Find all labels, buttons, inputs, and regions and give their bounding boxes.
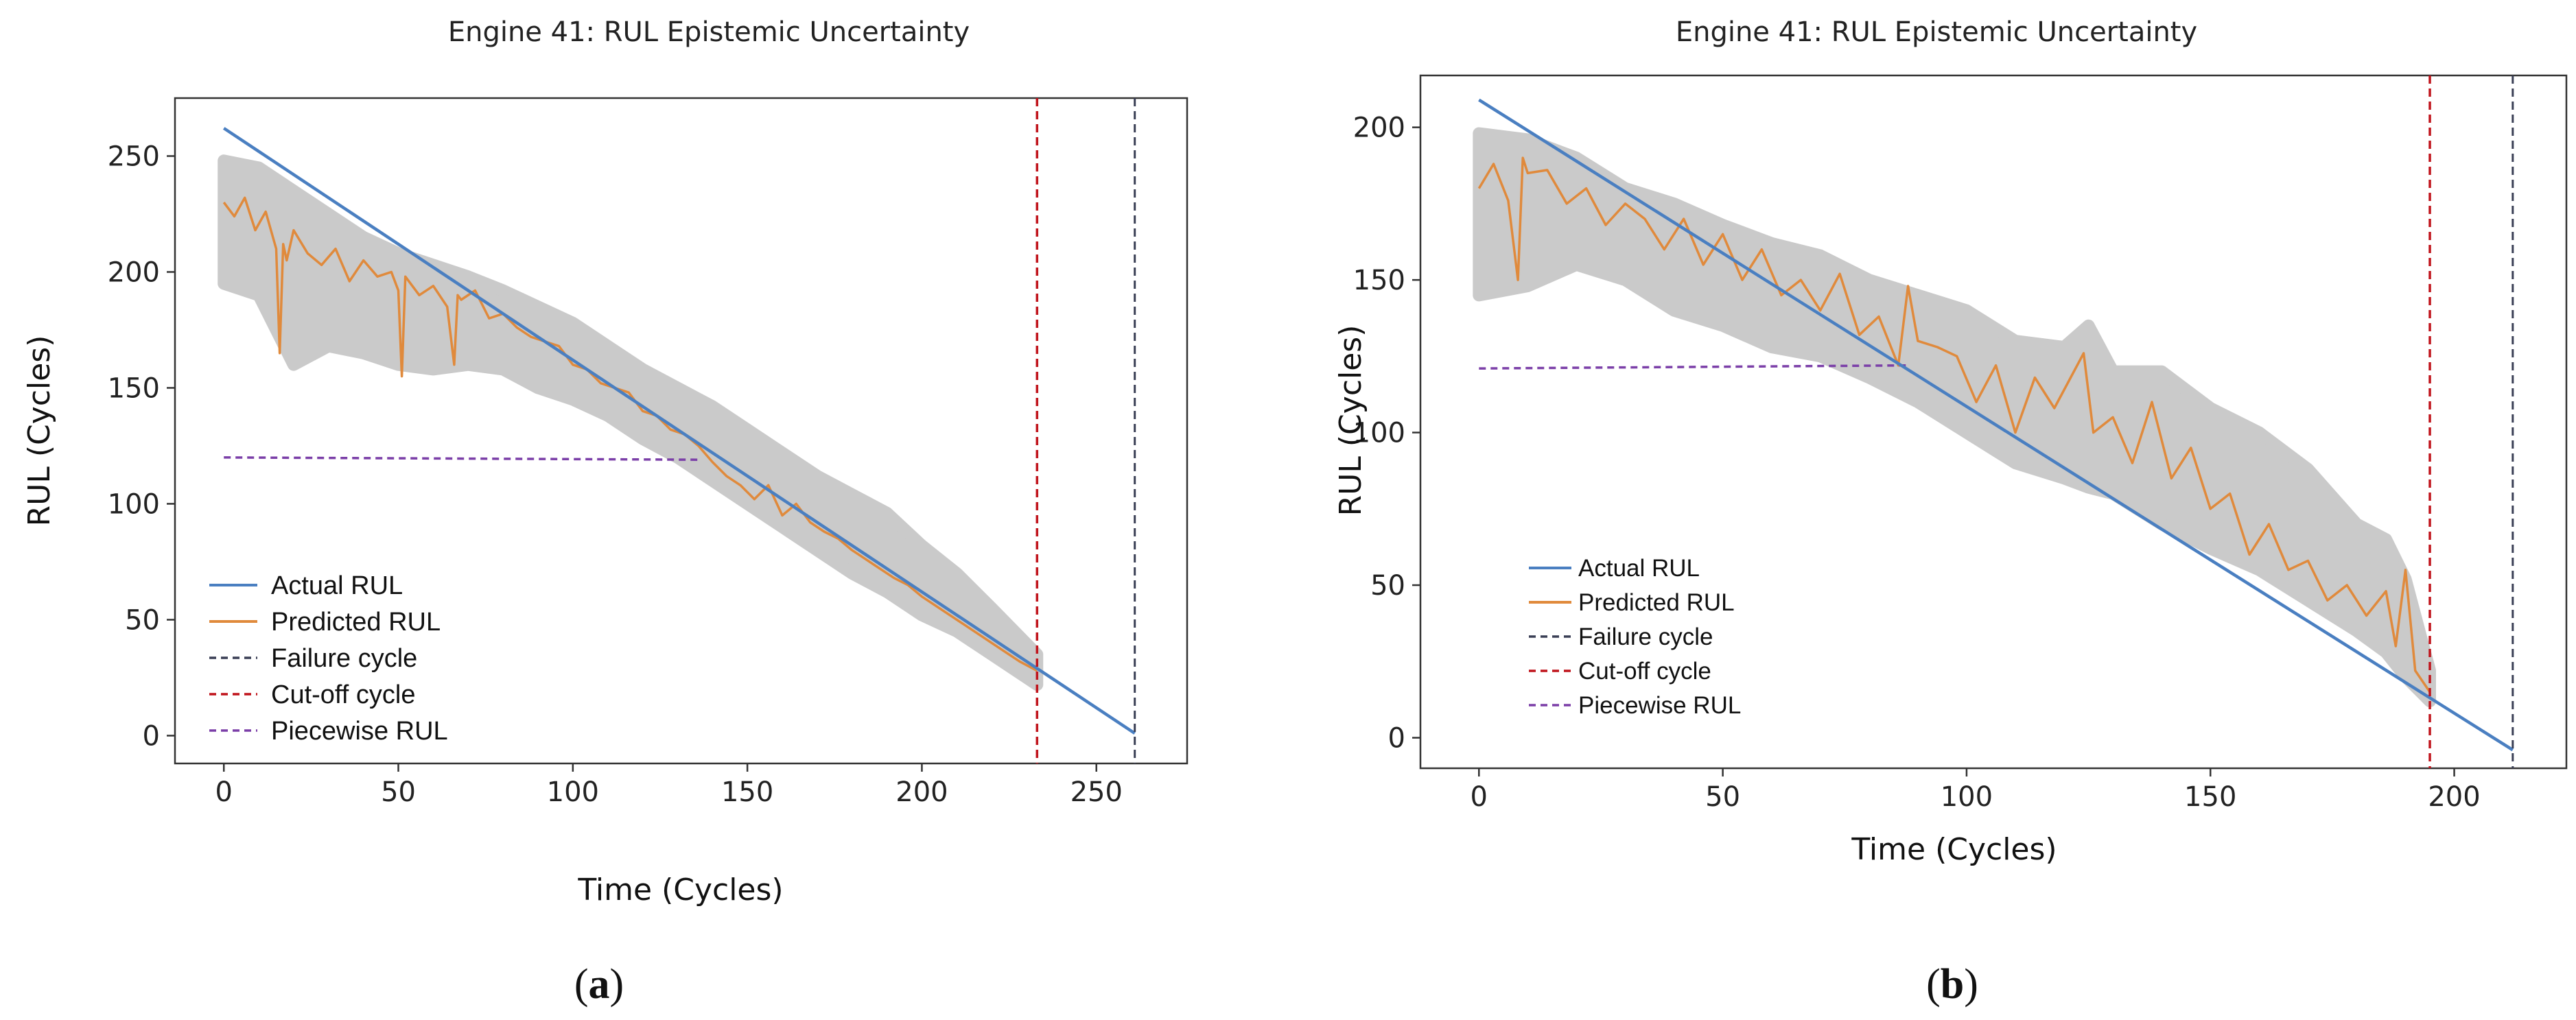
x-tick-label: 100 [547,776,599,808]
x-tick-label: 50 [381,776,416,808]
legend-label: Piecewise RUL [1578,692,1741,719]
x-tick-label: 200 [895,776,948,808]
actual-rul-line [1478,98,2514,752]
plot-frame [1419,74,2568,770]
legend-label: Predicted RUL [1578,589,1735,616]
y-tick-label: 200 [108,257,160,288]
piecewise-rul-line [224,456,703,461]
legend: Actual RUL Predicted RUL Failure cycle C… [1529,555,1741,719]
x-tick-label: 100 [1941,781,1993,813]
y-axis-label: RUL (Cycles) [1333,325,1368,517]
panel-caption: (b) [1926,961,1978,1008]
x-tick-label: 0 [1471,781,1488,813]
chart-title: Engine 41: RUL Epistemic Uncertainty [1676,16,2197,48]
legend-label: Actual RUL [1578,555,1700,582]
chart-panel-b: Engine 41: RUL Epistemic Uncertainty 0 50… [1333,16,2568,1008]
panel-caption: (a) [574,961,624,1008]
x-tick-label: 150 [2184,781,2236,813]
legend-label: Failure cycle [1578,624,1713,650]
caption-letter: a [589,961,610,1008]
piecewise-rul-line [1479,364,1908,370]
legend-label: Cut-off cycle [271,680,415,709]
y-tick-label: 50 [1370,570,1405,602]
predicted-rul-line [1477,156,2431,693]
caption-letter: b [1941,961,1964,1008]
y-tick-label: 100 [108,488,160,520]
legend: Actual RUL Predicted RUL Failure cycle C… [209,571,448,746]
predicted-rul-line [222,196,1038,672]
x-axis-label: Time (Cycles) [1851,832,2057,867]
plot-area: 0 50 100 150 200 0 50 100 150 200 [1353,75,2514,813]
legend-label: Cut-off cycle [1578,658,1711,685]
x-tick-label: 50 [1705,781,1740,813]
y-tick-label: 50 [125,604,160,636]
x-tick-label: 0 [215,776,232,808]
legend-label: Failure cycle [271,644,417,673]
legend-label: Actual RUL [271,571,403,600]
x-tick-label: 250 [1070,776,1123,808]
chart-title: Engine 41: RUL Epistemic Uncertainty [448,16,970,48]
x-axis-label: Time (Cycles) [577,873,783,908]
y-tick-label: 0 [143,720,160,752]
y-tick-label: 150 [1353,265,1405,296]
legend-label: Predicted RUL [271,608,441,637]
plot-area: 0 50 100 150 200 250 0 50 100 150 200 250 [108,98,1136,808]
plot-frame [174,97,1189,765]
x-tick-label: 200 [2428,781,2480,813]
legend-label: Piecewise RUL [271,717,448,746]
actual-rul-line [222,127,1136,735]
y-tick-label: 150 [108,372,160,404]
chart-panel-a: Engine 41: RUL Epistemic Uncertainty 0 50… [22,16,1189,1008]
y-axis-label: RUL (Cycles) [22,335,57,527]
y-tick-label: 250 [108,141,160,172]
y-tick-label: 0 [1388,723,1405,755]
x-tick-label: 150 [721,776,773,808]
y-tick-label: 200 [1353,112,1405,144]
y-tick-label: 100 [1353,418,1405,449]
